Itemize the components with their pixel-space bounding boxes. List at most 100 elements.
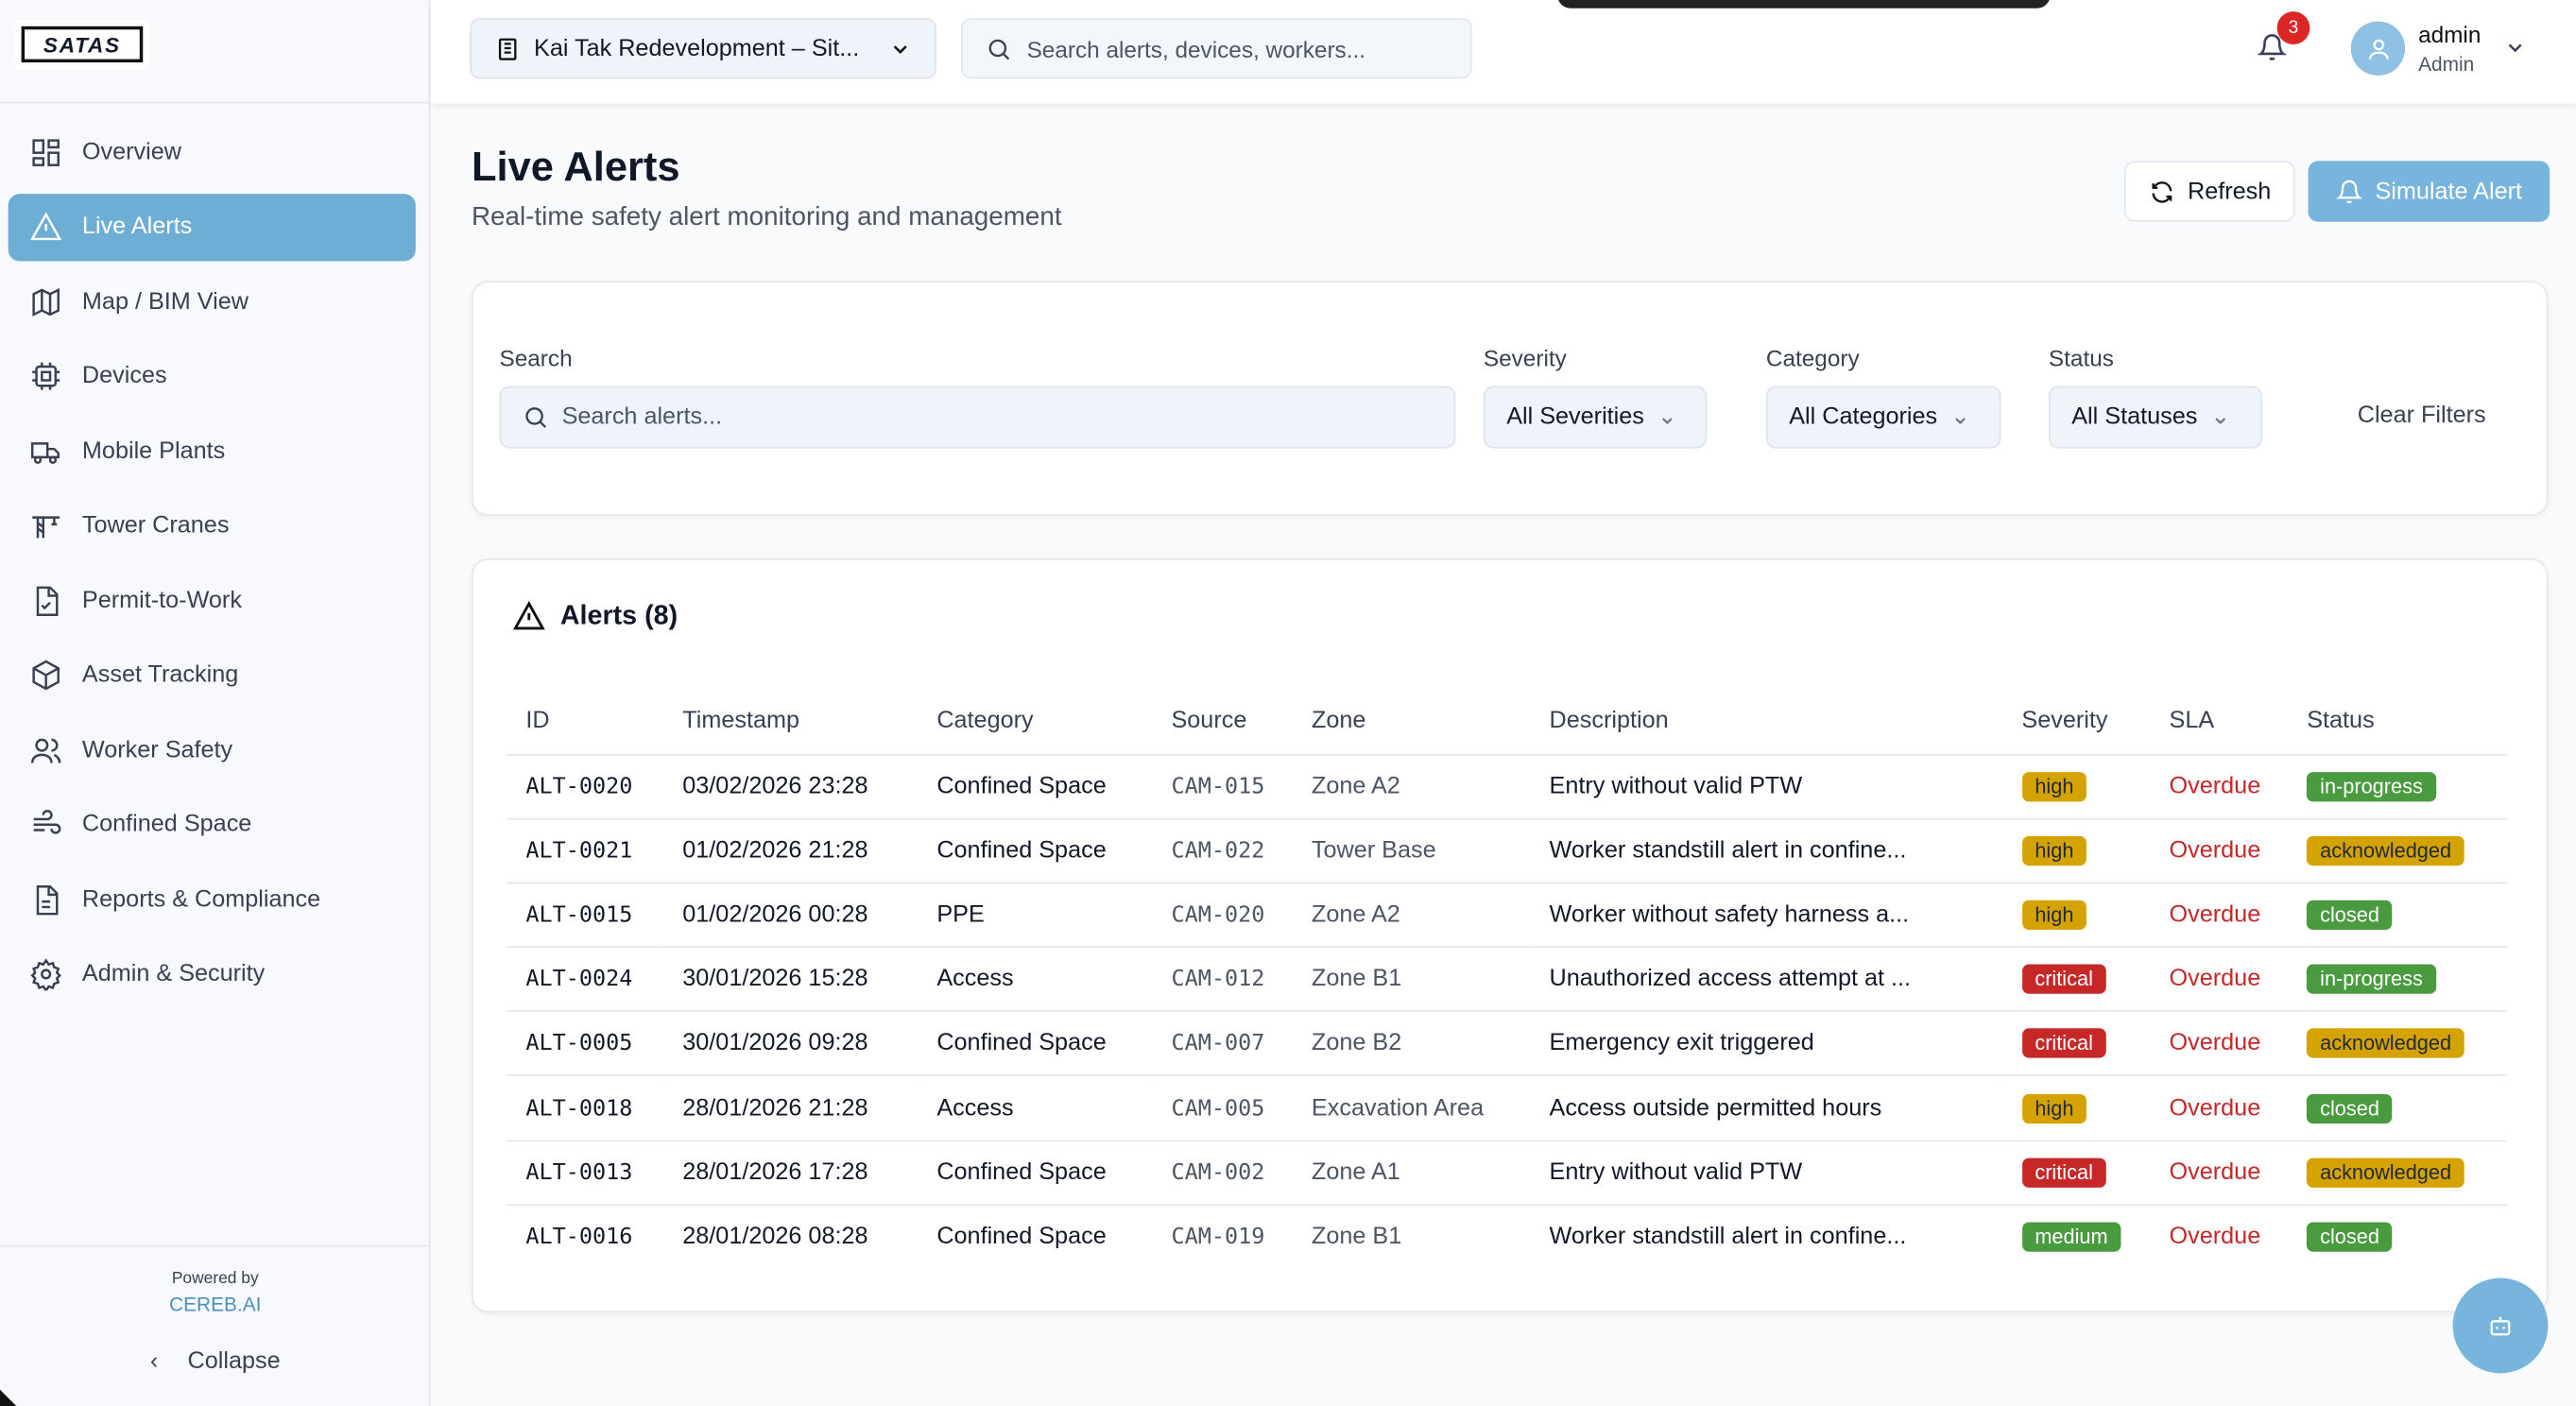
status-badge: acknowledged [2307,1157,2464,1188]
column-header[interactable]: Zone [1292,690,1530,755]
table-row[interactable]: ALT-0013 28/01/2026 17:28 Confined Space CA… [506,1140,2507,1206]
description: Access outside permitted hours [1529,1075,2002,1141]
column-header[interactable]: Timestamp [662,690,918,755]
status-badge: in-progress [2307,964,2436,995]
powered-by: Powered by [171,1269,259,1288]
bot-icon [2490,1316,2511,1336]
timestamp: 28/01/2026 21:28 [662,1075,918,1141]
description: Worker standstill alert in confine... [1549,1224,1907,1251]
table-row[interactable]: ALT-0021 01/02/2026 21:28 Confined Space CA… [506,818,2507,884]
bell-icon [2335,179,2362,203]
severity-badge: high [2021,900,2087,930]
severity-badge: critical [2021,1028,2106,1059]
sidebar-item-asset-tracking[interactable]: Asset Tracking [9,642,416,709]
table-row[interactable]: ALT-0015 01/02/2026 00:28 PPE CAM-020 Zone A… [506,883,2507,949]
column-header[interactable]: Status [2287,690,2507,755]
sla: Overdue [2149,1075,2288,1141]
table-row[interactable]: ALT-0020 03/02/2026 23:28 Confined Space CA… [506,753,2507,819]
table-row[interactable]: ALT-0005 30/01/2026 09:28 Confined Space CA… [506,1011,2507,1077]
sidebar-item-mobile-plants[interactable]: Mobile Plants [9,418,416,485]
column-header[interactable]: Source [1151,690,1293,755]
column-header[interactable]: Severity [2001,690,2150,755]
severity-badge: high [2021,1093,2087,1123]
sla: Overdue [2149,883,2288,949]
alerts-title: Alerts (8) [559,600,678,630]
severity-select[interactable]: All Severities ⌄ [1483,386,1708,449]
simulate-alert-button[interactable]: Simulate Alert [2308,161,2550,222]
description: Entry without valid PTW [1529,1140,2002,1206]
zone: Zone B1 [1311,1224,1402,1251]
topbar: Kai Tak Redevelopment – Sit... Search al… [430,0,2576,104]
table-row[interactable]: ALT-0018 28/01/2026 21:28 Access CAM-005 Exc… [506,1075,2507,1141]
timestamp: 30/01/2026 15:28 [662,947,918,1013]
sidebar-item-admin-security[interactable]: Admin & Security [9,940,416,1007]
sidebar-item-devices[interactable]: Devices [9,342,416,409]
settings-icon [30,958,61,991]
sla: Overdue [2149,947,2288,1013]
category: Access [917,1075,1152,1141]
status-badge: closed [2307,1222,2393,1253]
alert-id: ALT-0024 [506,947,663,1013]
description: Worker without safety harness a... [1529,883,2002,949]
zone: Zone A1 [1292,1140,1530,1206]
column-header[interactable]: Description [1529,690,2002,755]
sidebar-nav: Overview Live Alerts Map / BIM View Devices… [8,118,416,1015]
user-name[interactable]: admin [2418,21,2482,48]
timestamp: 28/01/2026 17:28 [662,1140,918,1206]
table-row[interactable]: ALT-0016 28/01/2026 08:28 Confined Space CA… [506,1205,2506,1269]
alert-id: ALT-0018 [506,1075,663,1141]
status-select[interactable]: All Statuses ⌄ [2048,386,2262,449]
sidebar-item-map-bim-view[interactable]: Map / BIM View [9,267,416,334]
severity-badge: medium [2021,1222,2121,1253]
sidebar-item-permit-to-work[interactable]: Permit-to-Work [9,567,416,634]
bell-icon[interactable] [2257,33,2287,62]
package-icon [32,660,60,691]
powered-by-link[interactable]: CEREB.AI [169,1293,262,1316]
global-search-input[interactable]: Search alerts, devices, workers... [961,18,1472,79]
source: CAM-022 [1151,818,1293,884]
sidebar-item-overview[interactable]: Overview [9,118,416,185]
truck-icon [30,441,60,464]
source: CAM-007 [1151,1011,1293,1077]
clear-filters-button[interactable]: Clear Filters [2357,402,2486,429]
avatar[interactable] [2350,21,2406,76]
source: CAM-012 [1151,947,1293,1013]
description: Entry without valid PTW [1529,753,2002,819]
column-header[interactable]: ID [506,690,663,755]
assistant-button[interactable] [2452,1277,2549,1374]
sla: Overdue [2149,1011,2288,1077]
severity-badge: high [2021,771,2087,801]
sidebar-item-reports-compliance[interactable]: Reports & Compliance [9,866,416,933]
description: Worker standstill alert in confine... [1529,818,2002,884]
logo[interactable]: SATAS [14,19,150,70]
sidebar-item-tower-cranes[interactable]: Tower Cranes [9,492,416,559]
column-header[interactable]: Category [917,690,1152,755]
site-selector[interactable]: Kai Tak Redevelopment – Sit... [470,18,936,79]
chevron-down-icon [893,44,907,54]
alert-id: ALT-0021 [506,818,663,884]
column-header[interactable]: SLA [2149,690,2288,755]
chevron-down-icon: ⌄ [1950,403,1971,431]
severity-badge: high [2021,835,2087,866]
source: CAM-020 [1151,883,1293,949]
refresh-button[interactable]: Refresh [2123,161,2295,222]
category: PPE [917,883,1152,949]
sidebar-item-worker-safety[interactable]: Worker Safety [9,716,416,783]
sla: Overdue [2149,753,2288,819]
chevron-down-icon[interactable] [2503,36,2526,59]
table-row[interactable]: ALT-0024 30/01/2026 15:28 Access CAM-012 Zon… [506,947,2507,1013]
status-badge: closed [2307,1093,2393,1123]
alert-search-input[interactable]: Search alerts... [499,386,1456,449]
timestamp: 28/01/2026 08:28 [682,1224,868,1251]
description: Emergency exit triggered [1529,1011,2002,1077]
crane-icon [32,516,60,539]
collapse-button[interactable]: ‹ Collapse [149,1348,281,1376]
sidebar-item-confined-space[interactable]: Confined Space [9,791,416,858]
category-select[interactable]: All Categories ⌄ [1765,386,2001,449]
zone: Zone B2 [1292,1011,1530,1077]
sidebar-item-live-alerts[interactable]: Live Alerts [8,193,416,261]
alerts-table: ID Timestamp Category Source Zone Description… [506,690,2507,1269]
category: Confined Space [917,1011,1152,1077]
source: CAM-015 [1151,753,1293,819]
map-icon [32,286,60,317]
